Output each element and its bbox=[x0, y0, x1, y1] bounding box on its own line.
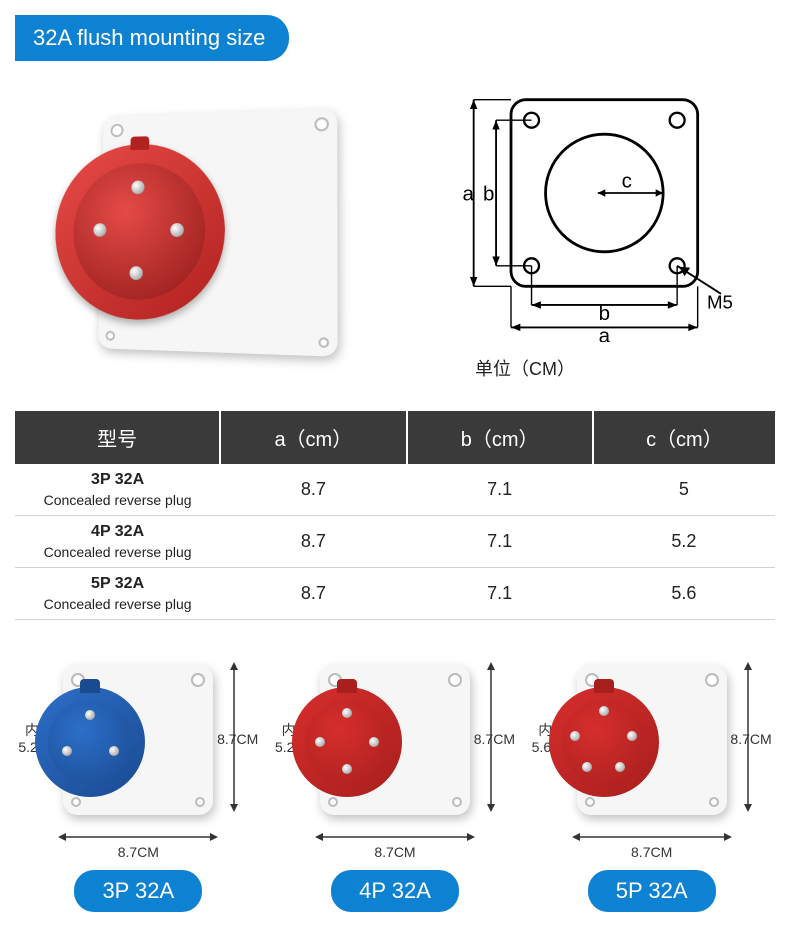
table-row: 5P 32AConcealed reverse plug8.77.15.6 bbox=[15, 568, 775, 620]
height-label: 8.7CM bbox=[474, 731, 515, 747]
th-c: c（cm） bbox=[593, 411, 775, 464]
unit-label: 单位（CM） bbox=[475, 355, 735, 381]
hero-product-image bbox=[55, 91, 375, 371]
cell-model: 4P 32AConcealed reverse plug bbox=[15, 516, 220, 568]
th-b: b（cm） bbox=[407, 411, 593, 464]
variant-card: 内径5.2CM8.7CM8.7CM3P 32A bbox=[18, 650, 258, 912]
cell-c: 5.6 bbox=[593, 568, 775, 620]
diagram-label-m5: M5 bbox=[707, 292, 733, 313]
width-label: 8.7CM bbox=[275, 844, 515, 860]
width-arrow-icon bbox=[315, 831, 475, 843]
cell-b: 7.1 bbox=[407, 464, 593, 515]
cell-a: 8.7 bbox=[220, 516, 406, 568]
variants-row: 内径5.2CM8.7CM8.7CM3P 32A内径5.2CM8.7CM8.7CM… bbox=[15, 650, 775, 912]
cell-b: 7.1 bbox=[407, 516, 593, 568]
diagram-label-a-v: a bbox=[462, 182, 474, 205]
cell-model: 5P 32AConcealed reverse plug bbox=[15, 568, 220, 620]
variant-image: 内径5.2CM8.7CM bbox=[18, 650, 258, 830]
diagram-label-b-h: b bbox=[599, 302, 610, 325]
width-label: 8.7CM bbox=[532, 844, 772, 860]
width-arrow-icon bbox=[58, 831, 218, 843]
variant-card: 内径5.2CM8.7CM8.7CM4P 32A bbox=[275, 650, 515, 912]
variant-image: 内径5.6CM8.7CM bbox=[532, 650, 772, 830]
spec-table: 型号 a（cm） b（cm） c（cm） 3P 32AConcealed rev… bbox=[15, 411, 775, 620]
diagram-label-b-v: b bbox=[483, 182, 494, 205]
cell-a: 8.7 bbox=[220, 568, 406, 620]
width-arrow-icon bbox=[572, 831, 732, 843]
variant-image: 内径5.2CM8.7CM bbox=[275, 650, 515, 830]
th-model: 型号 bbox=[15, 411, 220, 464]
top-row: c a b b bbox=[15, 81, 775, 381]
height-label: 8.7CM bbox=[730, 731, 771, 747]
height-label: 8.7CM bbox=[217, 731, 258, 747]
variant-card: 内径5.6CM8.7CM8.7CM5P 32A bbox=[532, 650, 772, 912]
variant-badge: 4P 32A bbox=[331, 870, 459, 912]
cell-c: 5 bbox=[593, 464, 775, 515]
title-text: 32A flush mounting size bbox=[33, 25, 265, 50]
diagram-label-c: c bbox=[622, 169, 632, 192]
table-row: 3P 32AConcealed reverse plug8.77.15 bbox=[15, 464, 775, 515]
width-label: 8.7CM bbox=[18, 844, 258, 860]
table-row: 4P 32AConcealed reverse plug8.77.15.2 bbox=[15, 516, 775, 568]
dimension-diagram: c a b b bbox=[455, 81, 735, 381]
variant-badge: 5P 32A bbox=[588, 870, 716, 912]
variant-badge: 3P 32A bbox=[74, 870, 202, 912]
cell-model: 3P 32AConcealed reverse plug bbox=[15, 464, 220, 515]
cell-a: 8.7 bbox=[220, 464, 406, 515]
th-a: a（cm） bbox=[220, 411, 406, 464]
cell-c: 5.2 bbox=[593, 516, 775, 568]
diagram-label-a-h: a bbox=[599, 324, 611, 342]
title-bar: 32A flush mounting size bbox=[15, 15, 289, 61]
cell-b: 7.1 bbox=[407, 568, 593, 620]
